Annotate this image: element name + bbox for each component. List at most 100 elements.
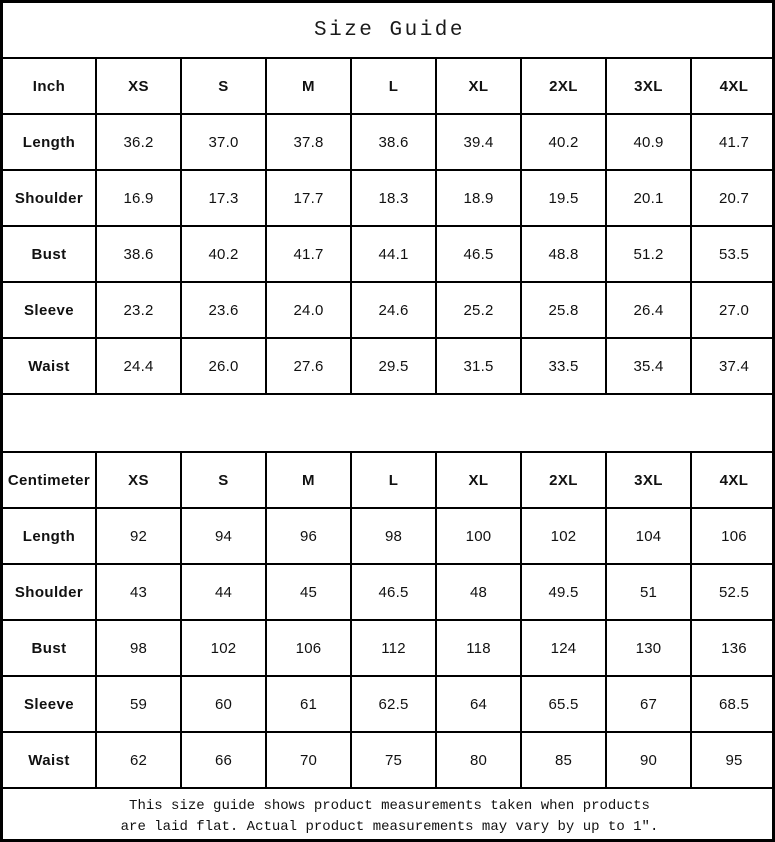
inch-waist-3xl: 35.4 [606,338,692,395]
cm-waist-xs: 62 [96,732,182,789]
inch-row-label-bust: Bust [3,226,97,283]
table-separator-cell [3,394,772,453]
cm-waist-3xl: 90 [606,732,692,789]
cm-length-3xl: 104 [606,508,692,565]
inch-waist-4xl: 37.4 [691,338,772,395]
table-row: Length 36.2 37.0 37.8 38.6 39.4 40.2 40.… [3,114,772,171]
cm-sleeve-s: 60 [181,676,267,733]
inch-size-header-xl: XL [436,58,522,115]
cm-length-m: 96 [266,508,352,565]
inch-sleeve-s: 23.6 [181,282,267,339]
inch-length-m: 37.8 [266,114,352,171]
inch-waist-2xl: 33.5 [521,338,607,395]
cm-row-label-waist: Waist [3,732,97,789]
table-row: Bust 38.6 40.2 41.7 44.1 46.5 48.8 51.2 … [3,226,772,283]
table-separator-row [3,394,772,453]
cm-waist-2xl: 85 [521,732,607,789]
inch-sleeve-l: 24.6 [351,282,437,339]
inch-sleeve-xs: 23.2 [96,282,182,339]
cm-bust-xl: 118 [436,620,522,677]
cm-sleeve-3xl: 67 [606,676,692,733]
cm-waist-xl: 80 [436,732,522,789]
cm-waist-l: 75 [351,732,437,789]
inch-length-l: 38.6 [351,114,437,171]
title-cell: Size Guide [3,3,772,59]
inch-bust-l: 44.1 [351,226,437,283]
inch-sleeve-4xl: 27.0 [691,282,772,339]
inch-shoulder-xl: 18.9 [436,170,522,227]
inch-waist-xl: 31.5 [436,338,522,395]
cm-row-label-bust: Bust [3,620,97,677]
cm-bust-4xl: 136 [691,620,772,677]
cm-waist-m: 70 [266,732,352,789]
table-row: Shoulder 43 44 45 46.5 48 49.5 51 52.5 [3,564,772,621]
title-row: Size Guide [3,3,772,59]
inch-row-label-shoulder: Shoulder [3,170,97,227]
cm-sleeve-xs: 59 [96,676,182,733]
cm-row-label-length: Length [3,508,97,565]
cm-length-2xl: 102 [521,508,607,565]
page-title: Size Guide [313,18,466,42]
cm-shoulder-s: 44 [181,564,267,621]
cm-shoulder-3xl: 51 [606,564,692,621]
inch-bust-xl: 46.5 [436,226,522,283]
cm-waist-s: 66 [181,732,267,789]
cm-sleeve-l: 62.5 [351,676,437,733]
inch-bust-3xl: 51.2 [606,226,692,283]
cm-size-header-xl: XL [436,452,522,509]
inch-sleeve-2xl: 25.8 [521,282,607,339]
footer-note-row: This size guide shows product measuremen… [3,788,772,839]
cm-length-xs: 92 [96,508,182,565]
inch-length-xs: 36.2 [96,114,182,171]
cm-sleeve-2xl: 65.5 [521,676,607,733]
cm-sleeve-m: 61 [266,676,352,733]
cm-length-4xl: 106 [691,508,772,565]
cm-bust-s: 102 [181,620,267,677]
inch-size-header-2xl: 2XL [521,58,607,115]
cm-size-header-m: M [266,452,352,509]
inch-size-header-s: S [181,58,267,115]
footer-note-cell: This size guide shows product measuremen… [3,788,772,839]
inch-length-xl: 39.4 [436,114,522,171]
inch-row-label-sleeve: Sleeve [3,282,97,339]
inch-sleeve-3xl: 26.4 [606,282,692,339]
cm-length-xl: 100 [436,508,522,565]
table-row: Shoulder 16.9 17.3 17.7 18.3 18.9 19.5 2… [3,170,772,227]
cm-row-label-shoulder: Shoulder [3,564,97,621]
inch-length-3xl: 40.9 [606,114,692,171]
inch-header-row: Inch XS S M L XL 2XL 3XL 4XL [3,58,772,115]
inch-shoulder-2xl: 19.5 [521,170,607,227]
table-row: Waist 62 66 70 75 80 85 90 95 [3,732,772,789]
inch-bust-2xl: 48.8 [521,226,607,283]
inch-waist-l: 29.5 [351,338,437,395]
inch-shoulder-xs: 16.9 [96,170,182,227]
footer-note-text: This size guide shows product measuremen… [120,798,659,835]
cm-shoulder-xs: 43 [96,564,182,621]
centimeter-header-row: Centimeter XS S M L XL 2XL 3XL 4XL [3,452,772,509]
inch-size-header-l: L [351,58,437,115]
inch-length-4xl: 41.7 [691,114,772,171]
cm-size-header-s: S [181,452,267,509]
cm-shoulder-l: 46.5 [351,564,437,621]
cm-size-header-xs: XS [96,452,182,509]
table-row: Waist 24.4 26.0 27.6 29.5 31.5 33.5 35.4… [3,338,772,395]
inch-waist-s: 26.0 [181,338,267,395]
inch-shoulder-4xl: 20.7 [691,170,772,227]
cm-sleeve-xl: 64 [436,676,522,733]
inch-size-header-m: M [266,58,352,115]
cm-waist-4xl: 95 [691,732,772,789]
inch-sleeve-xl: 25.2 [436,282,522,339]
cm-length-l: 98 [351,508,437,565]
cm-bust-2xl: 124 [521,620,607,677]
cm-bust-xs: 98 [96,620,182,677]
inch-size-header-3xl: 3XL [606,58,692,115]
cm-bust-l: 112 [351,620,437,677]
inch-bust-4xl: 53.5 [691,226,772,283]
inch-row-label-length: Length [3,114,97,171]
cm-bust-3xl: 130 [606,620,692,677]
cm-length-s: 94 [181,508,267,565]
cm-size-header-4xl: 4XL [691,452,772,509]
cm-sleeve-4xl: 68.5 [691,676,772,733]
cm-shoulder-m: 45 [266,564,352,621]
table-row: Length 92 94 96 98 100 102 104 106 [3,508,772,565]
